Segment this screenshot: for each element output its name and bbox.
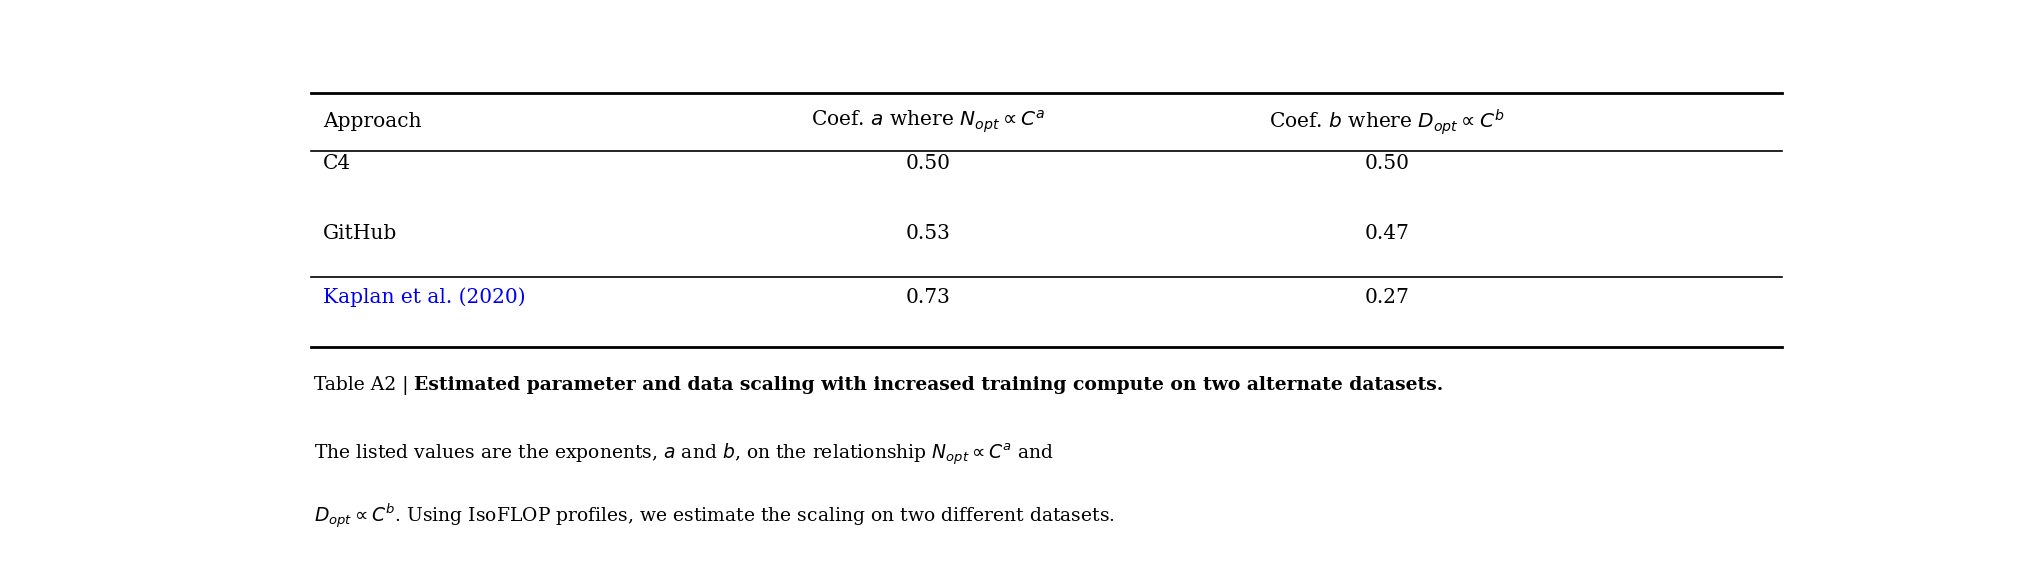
Text: 0.50: 0.50 xyxy=(1364,154,1409,173)
Text: Table A2 |: Table A2 | xyxy=(314,376,415,395)
Text: 0.50: 0.50 xyxy=(905,154,950,173)
Text: The listed values are the exponents, $a$ and $b$, on the relationship $N_{opt} \: The listed values are the exponents, $a$… xyxy=(314,441,1054,467)
Text: 0.53: 0.53 xyxy=(905,224,950,242)
Text: $D_{opt} \propto C^{b}$. Using IsoFLOP profiles, we estimate the scaling on two : $D_{opt} \propto C^{b}$. Using IsoFLOP p… xyxy=(314,502,1115,530)
Text: Estimated parameter and data scaling with increased training compute on two alte: Estimated parameter and data scaling wit… xyxy=(415,376,1444,394)
Text: 0.27: 0.27 xyxy=(1364,288,1409,307)
Text: GitHub: GitHub xyxy=(323,224,398,242)
Text: 0.73: 0.73 xyxy=(905,288,950,307)
Text: C4: C4 xyxy=(323,154,351,173)
Text: Approach: Approach xyxy=(323,112,423,131)
Text: 0.47: 0.47 xyxy=(1364,224,1409,242)
Text: Coef. $a$ where $N_{opt} \propto C^{a}$: Coef. $a$ where $N_{opt} \propto C^{a}$ xyxy=(811,109,1046,135)
Text: Coef. $b$ where $D_{opt} \propto C^{b}$: Coef. $b$ where $D_{opt} \propto C^{b}$ xyxy=(1268,107,1505,137)
Text: Kaplan et al. (2020): Kaplan et al. (2020) xyxy=(323,287,527,307)
